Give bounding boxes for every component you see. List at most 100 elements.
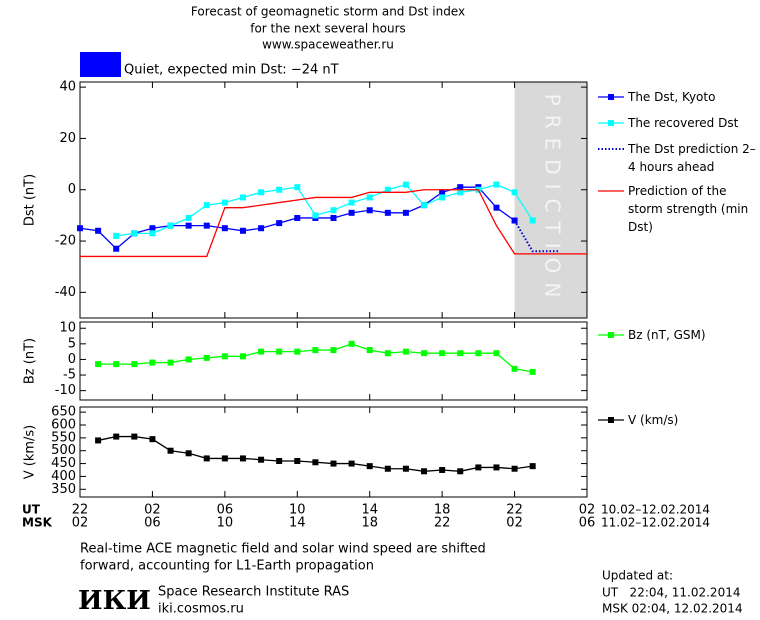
title-line: www.spaceweather.ru xyxy=(262,38,394,52)
data-point xyxy=(239,194,246,201)
legend-label: V (km/s) xyxy=(628,413,679,427)
x-tick-label: 06 xyxy=(217,503,234,518)
data-point xyxy=(493,464,500,471)
data-point xyxy=(330,214,337,221)
legend-label: The Dst prediction 2–4 hours ahead xyxy=(628,142,756,174)
y-axis-title: Bz (nT) xyxy=(23,338,38,384)
data-point xyxy=(312,347,319,354)
y-tick-label: 350 xyxy=(51,482,76,497)
legend-swatch xyxy=(598,94,624,100)
plot-frame xyxy=(79,406,588,498)
data-point xyxy=(131,230,138,237)
date-range: 10.02–12.02.2014 xyxy=(601,503,710,517)
updated-ut: UT 22:04, 11.02.2014 xyxy=(602,586,740,600)
data-point xyxy=(149,230,156,237)
data-point xyxy=(258,348,265,355)
data-point xyxy=(421,468,428,475)
y-tick-label: 10 xyxy=(59,321,76,336)
updated-msk: MSK 02:04, 12.02.2014 xyxy=(602,602,743,616)
data-point xyxy=(167,359,174,366)
legend-swatch xyxy=(598,332,624,338)
site: iki.cosmos.ru xyxy=(158,602,244,617)
data-point xyxy=(384,209,391,216)
data-point xyxy=(348,209,355,216)
data-point xyxy=(330,347,337,354)
data-point xyxy=(185,356,192,363)
data-point xyxy=(529,368,536,375)
x-tick-label-msk: 06 xyxy=(144,516,161,531)
data-point xyxy=(439,189,446,196)
data-point xyxy=(330,207,337,214)
data-point xyxy=(312,212,319,219)
legend-marker xyxy=(608,417,614,423)
data-point xyxy=(421,202,428,209)
data-point xyxy=(203,202,210,209)
series-line xyxy=(513,220,560,253)
data-point xyxy=(402,465,409,472)
data-point xyxy=(439,194,446,201)
legend-marker xyxy=(608,332,614,338)
data-point xyxy=(457,189,464,196)
data-point xyxy=(167,447,174,454)
series-line xyxy=(116,183,534,237)
legend-label: Prediction of the storm strength (min Ds… xyxy=(628,184,749,234)
data-point xyxy=(457,350,464,357)
y-tick-label: 650 xyxy=(51,405,76,420)
legend-swatch xyxy=(598,190,624,192)
data-point xyxy=(276,458,283,464)
series-line xyxy=(97,435,533,472)
data-point xyxy=(113,361,120,368)
data-point xyxy=(312,459,319,466)
footer-note: forward, accounting for L1-Earth propaga… xyxy=(80,559,374,574)
data-point xyxy=(294,458,301,464)
y-tick-label: 0 xyxy=(68,182,76,197)
data-point xyxy=(294,184,301,191)
legend-entry: Bz (nT, GSM) xyxy=(596,326,760,344)
x-tick-label: 18 xyxy=(434,503,451,518)
data-point xyxy=(294,348,301,355)
y-axis-title: V (km/s) xyxy=(23,425,38,480)
title-line: for the next several hours xyxy=(250,22,406,36)
data-point xyxy=(439,350,446,357)
title-line: Forecast of geomagnetic storm and Dst in… xyxy=(191,5,465,19)
series-line xyxy=(80,189,587,258)
data-point xyxy=(330,460,337,467)
data-point xyxy=(366,207,373,214)
x-tick-label-msk: 02 xyxy=(72,516,89,531)
y-tick-label: 20 xyxy=(59,131,76,146)
data-point xyxy=(493,181,500,188)
data-point xyxy=(149,359,156,366)
legend-entry: The Dst, Kyoto xyxy=(596,88,760,106)
x-tick-label-msk: 14 xyxy=(289,516,306,531)
data-point xyxy=(511,465,518,472)
data-point xyxy=(167,222,174,229)
plot-frame xyxy=(79,321,588,401)
data-point xyxy=(276,220,283,227)
data-point xyxy=(384,350,391,357)
data-point xyxy=(475,464,482,471)
data-point xyxy=(348,460,355,467)
data-point xyxy=(185,214,192,221)
logo: ИКИ xyxy=(78,586,151,616)
data-point xyxy=(348,340,355,347)
y-tick-label: 0 xyxy=(68,352,76,367)
y-tick-label: -10 xyxy=(55,383,76,398)
legend-entry: The recovered Dst xyxy=(596,114,760,132)
data-point xyxy=(402,348,409,355)
x-row-label: UT xyxy=(22,503,41,517)
data-point xyxy=(203,455,210,462)
data-point xyxy=(457,468,464,475)
x-tick-label: 22 xyxy=(72,503,89,518)
x-row-label: MSK xyxy=(22,516,53,530)
data-point xyxy=(113,232,120,239)
data-point xyxy=(276,348,283,355)
x-tick-label: 10 xyxy=(289,503,306,518)
data-point xyxy=(402,209,409,216)
y-tick-label: 500 xyxy=(51,443,76,458)
data-point xyxy=(113,433,120,440)
x-tick-label-msk: 06 xyxy=(579,516,596,531)
legend-entry: The Dst prediction 2–4 hours ahead xyxy=(596,140,760,176)
data-point xyxy=(239,353,246,360)
